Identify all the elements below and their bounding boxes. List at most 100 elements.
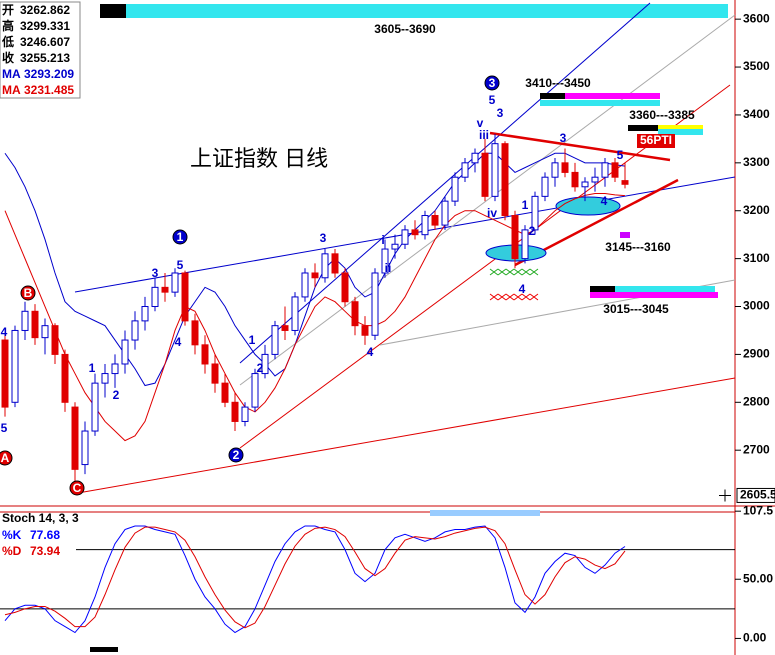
wave-label: 1 bbox=[89, 361, 96, 375]
stoch-legend-box bbox=[0, 528, 76, 560]
candle-body bbox=[111, 363, 119, 375]
y-tick-label: 3100 bbox=[743, 251, 770, 265]
candle-body bbox=[571, 171, 579, 188]
candle-body bbox=[261, 353, 269, 375]
legend-value: 77.68 bbox=[30, 528, 60, 542]
y-tick-label: 3400 bbox=[743, 107, 770, 121]
info-value: 3255.213 bbox=[20, 51, 70, 65]
wave-label: 1 bbox=[249, 333, 256, 347]
candle-body bbox=[11, 329, 19, 403]
legend-name: %K bbox=[2, 528, 22, 542]
annotation: 3360---3385 bbox=[629, 108, 695, 122]
candle-body bbox=[381, 248, 389, 274]
annotation: 3145---3160 bbox=[605, 240, 671, 254]
y-tick-label: 3500 bbox=[743, 59, 770, 73]
candle-body bbox=[91, 382, 99, 432]
chart-title: 上证指数 日线 bbox=[190, 146, 328, 171]
y-tick-label: 2700 bbox=[743, 442, 770, 456]
legend-value: 3293.209 bbox=[24, 67, 74, 81]
candle-body bbox=[471, 152, 479, 164]
candle-body bbox=[391, 243, 399, 250]
legend-name: MA bbox=[2, 67, 21, 81]
annotation-box bbox=[637, 134, 675, 148]
info-label: 低 bbox=[1, 34, 14, 49]
cursor-cross bbox=[719, 489, 731, 502]
x-mark bbox=[489, 293, 499, 301]
candle-body bbox=[81, 430, 89, 466]
top-bar-mark bbox=[100, 4, 126, 18]
candle-body bbox=[421, 215, 429, 236]
candle-body bbox=[161, 286, 169, 293]
y-tick-label: 3600 bbox=[743, 11, 770, 25]
y-tick-label: 0.00 bbox=[743, 631, 767, 645]
wave-circle bbox=[69, 480, 85, 496]
wave-circle bbox=[172, 229, 188, 245]
candle-body bbox=[221, 382, 229, 403]
info-label: 开 bbox=[2, 3, 14, 17]
wave-circle bbox=[0, 450, 13, 466]
candle-body bbox=[491, 143, 499, 197]
candle-body bbox=[561, 162, 569, 173]
y-tick-label: 2800 bbox=[743, 394, 770, 408]
x-mark bbox=[513, 268, 523, 276]
y-tick-label: 2900 bbox=[743, 347, 770, 361]
target-bar bbox=[620, 232, 630, 238]
wave-label: 1 bbox=[177, 230, 184, 244]
candle-body bbox=[401, 229, 409, 245]
candle-body bbox=[341, 272, 349, 303]
x-mark bbox=[489, 268, 499, 276]
trend-line bbox=[239, 14, 736, 386]
y-tick-label: 3200 bbox=[743, 203, 770, 217]
info-label: 收 bbox=[2, 50, 14, 65]
candle-body bbox=[151, 286, 159, 308]
info-value: 3246.607 bbox=[20, 35, 70, 49]
candle-body bbox=[511, 215, 519, 260]
candle-body bbox=[51, 325, 59, 355]
candle-body bbox=[171, 272, 179, 293]
candle-body bbox=[321, 253, 329, 279]
x-mark bbox=[505, 268, 515, 276]
wave-label: i bbox=[381, 233, 384, 247]
x-mark bbox=[529, 293, 539, 301]
wave-label: ii bbox=[385, 261, 392, 275]
candle-body bbox=[21, 310, 29, 331]
candle-body bbox=[281, 325, 289, 331]
y-tick-label: 107.5 bbox=[743, 503, 773, 517]
x-mark bbox=[497, 268, 507, 276]
target-bar bbox=[615, 286, 715, 292]
candle-body bbox=[291, 296, 299, 331]
wave-label: iii bbox=[479, 128, 489, 142]
wave-label: 5 bbox=[617, 148, 624, 162]
candle-body bbox=[611, 162, 619, 178]
trend-line bbox=[77, 377, 736, 494]
wave-circle bbox=[228, 447, 244, 463]
candle-body bbox=[441, 200, 449, 226]
candle-body bbox=[481, 152, 489, 197]
wave-label: C bbox=[73, 481, 82, 495]
wave-label: 4 bbox=[519, 282, 526, 296]
legend-name: %D bbox=[2, 544, 22, 558]
wave-label: 4 bbox=[367, 345, 374, 359]
x-mark bbox=[521, 268, 531, 276]
annotation: 3410---3450 bbox=[525, 76, 591, 90]
wave-label: 5 bbox=[489, 93, 496, 107]
wave-label: 2 bbox=[233, 448, 240, 462]
candle-body bbox=[241, 406, 249, 422]
wave-label: v bbox=[477, 116, 484, 130]
target-bar bbox=[540, 100, 660, 106]
candle-body bbox=[601, 162, 609, 178]
candle-body bbox=[311, 272, 319, 279]
info-value: 3262.862 bbox=[20, 3, 70, 17]
x-mark bbox=[529, 268, 539, 276]
highlight bbox=[555, 196, 621, 216]
wave-label: 5 bbox=[177, 258, 184, 272]
wave-circle bbox=[484, 75, 500, 91]
info-value: 3299.331 bbox=[20, 19, 70, 33]
candle-body bbox=[581, 181, 589, 188]
candle-body bbox=[271, 325, 279, 355]
cursor-label: 2605.5 bbox=[740, 488, 775, 502]
y-tick-label: 3000 bbox=[743, 299, 770, 313]
legend-value: 73.94 bbox=[30, 544, 60, 558]
candle-body bbox=[591, 176, 599, 183]
